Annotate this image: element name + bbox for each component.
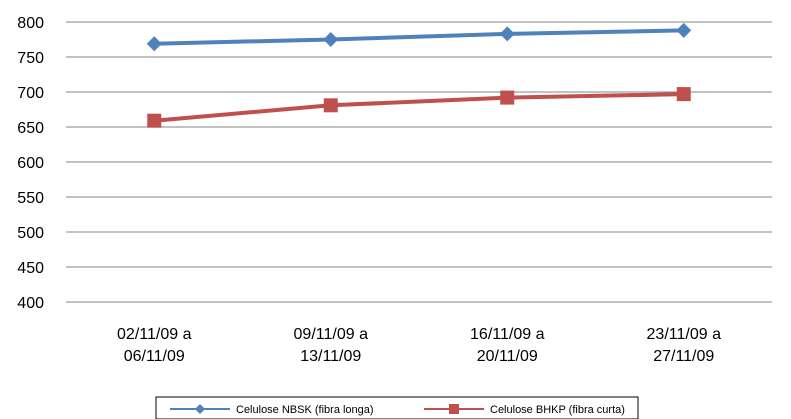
x-category-label: 13/11/09: [300, 348, 361, 365]
legend-box: [155, 396, 639, 419]
series-2-point-4: [676, 87, 691, 102]
series-group: [146, 22, 692, 128]
x-category-label: 02/11/09 a: [117, 326, 192, 343]
series-1-point-4: [676, 22, 692, 38]
series-line-2: [154, 92, 684, 123]
legend-label-2: Celulose BHKP (fibra curta): [490, 404, 625, 416]
legend-marker-2: [449, 404, 459, 414]
x-category-label: 23/11/09 a: [647, 326, 722, 343]
x-category-label: 20/11/09: [477, 348, 538, 365]
legend-label-1: Celulose NBSK (fibra longa): [236, 404, 374, 416]
y-tick-label: 500: [17, 225, 44, 242]
legend: Celulose NBSK (fibra longa) Celulose BHKP…: [155, 396, 639, 419]
y-tick-label: 550: [17, 190, 44, 207]
x-category-label: 27/11/09: [653, 348, 714, 365]
y-tick-label: 450: [17, 260, 44, 277]
series-2-point-1: [147, 113, 162, 128]
series-2-point-2: [323, 98, 338, 113]
x-category-label: 16/11/09 a: [470, 326, 545, 343]
y-tick-label: 400: [17, 295, 44, 312]
series-2-point-3: [500, 90, 515, 105]
y-tick-label: 800: [17, 15, 44, 32]
x-axis-categories: 02/11/09 a 06/11/09 09/11/09 a 13/11/09 16/1…: [117, 326, 721, 365]
y-tick-label: 750: [17, 50, 44, 67]
legend-marker-1: [195, 404, 205, 414]
x-category-label: 06/11/09: [124, 348, 185, 365]
y-tick-label: 600: [17, 155, 44, 172]
series-line-1: [154, 28, 684, 46]
y-axis-ticks: 400 450 500 550 600 650 700 750 800: [17, 15, 44, 312]
y-tick-label: 650: [17, 120, 44, 137]
gridlines: [66, 21, 772, 303]
x-category-label: 09/11/09 a: [294, 326, 369, 343]
series-1-point-3: [499, 26, 515, 42]
series-1-point-2: [323, 32, 339, 47]
series-1-point-1: [146, 36, 162, 52]
y-tick-label: 700: [17, 85, 44, 102]
